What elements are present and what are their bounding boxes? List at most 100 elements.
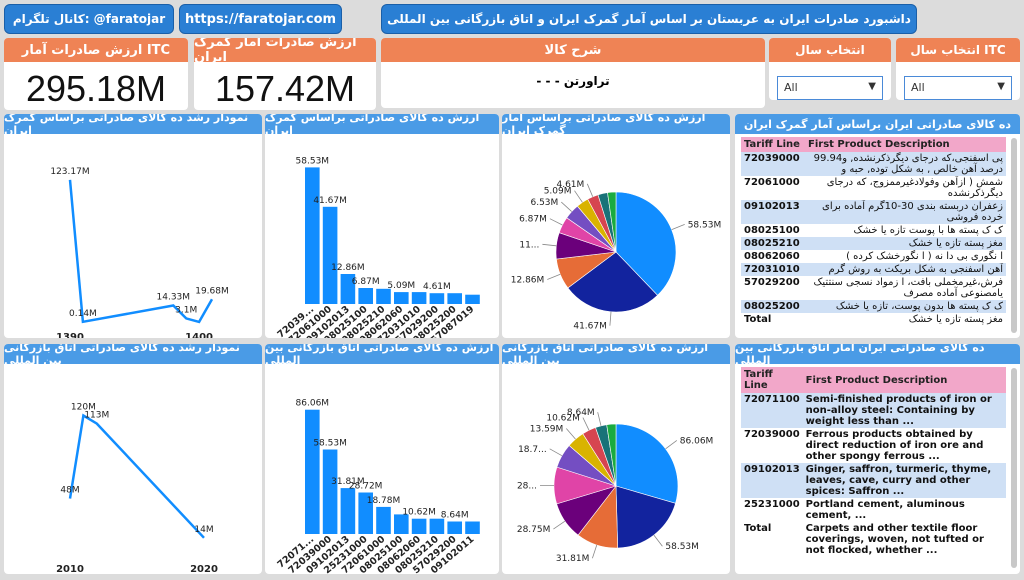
table-row[interactable]: 08025200 ک ک پسته ها بدون پوست، تازه یا خ… [741, 300, 1006, 313]
leader-line [561, 201, 572, 212]
pie-data-label: 86.06M [680, 436, 714, 446]
col-first-product-description[interactable]: First Product Description [805, 137, 1006, 152]
bar[interactable] [376, 506, 391, 534]
growth-customs-title: نمودار رشد ده کالای صادراتی براساس گمرک … [4, 114, 262, 137]
pie-slice[interactable] [567, 251, 658, 313]
bar[interactable] [376, 288, 391, 304]
pie-data-label: 8.64M [567, 408, 595, 418]
series-line[interactable] [68, 179, 214, 324]
table-row[interactable]: 08025210 مغز پسته تازه یا خشک [741, 237, 1006, 250]
pie-slice[interactable] [606, 423, 617, 487]
total-label: Total [744, 314, 772, 325]
itc-export-label: ارزش صادرات آمار ITC [4, 38, 188, 62]
pie-slice[interactable] [615, 191, 677, 296]
col-first-product-description[interactable]: First Product Description [802, 367, 1006, 393]
product-description-cell: Semi-finished products of iron or non-al… [802, 393, 1006, 428]
year-slicer: انتخاب سال All ▼ [769, 38, 891, 100]
product-description-value: - - - تراورتن [536, 74, 610, 88]
pie-slice[interactable] [607, 191, 617, 253]
table-row[interactable]: 08025100 ک ک پسته ها با پوست تازه یا خشک [741, 224, 1006, 237]
bar-data-label: 12.86M [331, 263, 365, 273]
product-description-cell: شمش ( ازآهن وفولادغیرممزوج، که درجای دیگ… [826, 177, 1003, 199]
bar[interactable] [411, 292, 427, 304]
bar[interactable] [394, 514, 409, 534]
table-total-row: Total مغز پسته تازه یا خشک [741, 313, 1006, 326]
bar[interactable] [305, 409, 320, 534]
table-row[interactable]: 72071100 Semi-finished products of iron o… [741, 393, 1006, 428]
bar-data-label: 18.78M [367, 496, 401, 506]
pie-slice[interactable] [615, 485, 676, 549]
pie-data-label: 5.09M [544, 187, 572, 197]
bar[interactable] [411, 518, 427, 534]
pie-data-label: 28.75M [517, 525, 551, 535]
bar[interactable] [394, 292, 409, 304]
pie-data-label: 58.53M [688, 220, 722, 230]
leader-line [609, 311, 612, 326]
tariff-line-cell: 25231000 [744, 499, 800, 510]
bar[interactable] [340, 274, 356, 304]
telegram-channel-box[interactable]: کانال تلگرام: @faratojar [4, 4, 174, 34]
x-tick-label: 1400 [185, 332, 213, 338]
series-line[interactable] [68, 413, 205, 539]
bar[interactable] [465, 521, 480, 535]
pie-data-label: 18.7... [518, 445, 547, 455]
tariff-line-cell: 72039000 [744, 429, 800, 440]
product-description-cell: زعفران دربسته بندی 30-10گرم آماده برای خ… [805, 200, 1006, 224]
chevron-down-icon: ▼ [997, 81, 1005, 92]
bar[interactable] [358, 492, 373, 535]
bar[interactable] [305, 167, 320, 304]
scrollbar[interactable] [1011, 368, 1017, 568]
table-row[interactable]: 72061000 شمش ( ازآهن وفولادغیرممزوج، که د… [741, 176, 1006, 200]
product-description-cell: Ginger, saffron, turmeric, thyme, leaves… [802, 463, 1006, 498]
bar[interactable] [447, 293, 462, 304]
bar[interactable] [429, 518, 445, 534]
col-tariff-line[interactable]: Tariff Line [741, 367, 803, 393]
bar[interactable] [465, 294, 480, 304]
leader-line [586, 183, 594, 197]
pie-slice[interactable] [615, 423, 679, 504]
bar[interactable] [322, 449, 338, 535]
bar-itc-panel: ارزش ده کالای صادراتی اتاق بازرگانی بین … [265, 344, 499, 574]
product-description-cell: پی اسفنجی،که درجای دیگرذکرنشده, و99.94 د… [805, 152, 1006, 176]
tariff-line-cell: 72031010 [741, 263, 805, 276]
website-link[interactable]: https://faratojar.com [179, 4, 342, 34]
table-customs-panel: ده کالای صادراتی ایران براساس آمار گمرک … [735, 114, 1020, 338]
pie-data-label: 4.61M [556, 180, 584, 190]
growth-customs-chart: 123.17M 0.14M 14.33M 3.1M 19.68M 1390 1400 [50, 167, 229, 338]
pie-data-label: 11... [519, 240, 539, 250]
tariff-line-cell: 57029200 [744, 277, 800, 288]
pie-customs-chart: 58.53M 41.67M 12.86M 11... 6.87M 6.53M5.09M4.… [511, 180, 722, 332]
product-description-cell: مغز پسته تازه یا خشک [805, 237, 1006, 250]
product-description-cell: ا نگوری بی دا نه ( ا نگورخشک کرده ) [846, 251, 1003, 262]
leader-line [553, 520, 566, 530]
col-tariff-line[interactable]: Tariff Line [741, 137, 805, 152]
table-row[interactable]: 57029200 فرش،غیرمخملی بافت، ا زمواد نسجی … [741, 276, 1006, 300]
growth-itc-title: نمودار رشد ده کالای صادراتی اتاق بازرگان… [4, 344, 262, 367]
leader-line [565, 428, 576, 440]
table-row[interactable]: 72031010 آهن اسفنجی به شکل بریکت به روش گ… [741, 263, 1006, 276]
bar[interactable] [322, 206, 338, 304]
bar[interactable] [358, 288, 373, 304]
tariff-line-cell: 72039000 [741, 152, 805, 176]
bar[interactable] [340, 488, 356, 534]
product-description-cell: Ferrous products obtained by direct redu… [805, 429, 984, 462]
table-row[interactable]: 25231000 Portland cement, aluminous cemen… [741, 498, 1006, 522]
itc-year-select[interactable]: All ▼ [904, 76, 1012, 100]
pie-data-label: 58.53M [665, 542, 699, 552]
bar-data-label: 58.53M [313, 439, 347, 449]
year-select[interactable]: All ▼ [777, 76, 883, 100]
tariff-line-cell: 08025200 [741, 300, 805, 313]
bar-data-label: 28.72M [349, 482, 383, 492]
product-description-cell: Portland cement, aluminous cement, ... [805, 499, 965, 521]
table-row[interactable]: 08062060 ا نگوری بی دا نه ( ا نگورخشک کرد… [741, 250, 1006, 263]
data-label: 19.68M [195, 286, 229, 296]
table-row[interactable]: 09102013 زعفران دربسته بندی 30-10گرم آماد… [741, 200, 1006, 224]
pie-data-label: 6.53M [530, 198, 558, 208]
bar[interactable] [429, 293, 445, 304]
table-row[interactable]: 72039000 پی اسفنجی،که درجای دیگرذکرنشده, … [741, 152, 1006, 176]
scrollbar[interactable] [1011, 138, 1017, 333]
table-row[interactable]: 09102013 Ginger, saffron, turmeric, thyme… [741, 463, 1006, 498]
bar[interactable] [447, 521, 462, 535]
table-row[interactable]: 72039000 Ferrous products obtained by dir… [741, 428, 1006, 463]
table-total-row: Total Carpets and other textile floor cov… [741, 522, 1006, 557]
